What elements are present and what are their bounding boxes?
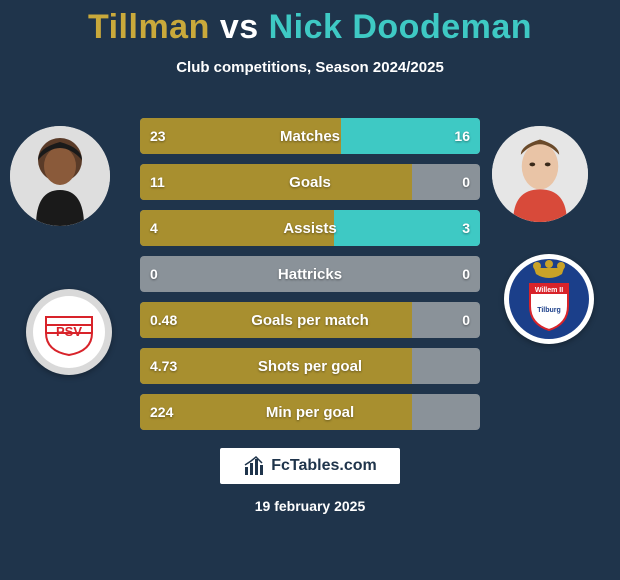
stat-row: 0.480Goals per match [140,302,480,338]
chart-icon [243,455,265,477]
footer-date: 19 february 2025 [0,498,620,514]
stats-container: 2316Matches 110Goals 43Assists 00Hattricks 0… [140,118,480,440]
title-player1: Tillman [88,8,210,46]
stat-row: 2316Matches [140,118,480,154]
player2-avatar [492,126,588,222]
stat-label: Min per goal [140,394,480,430]
stat-label: Matches [140,118,480,154]
stat-label: Assists [140,210,480,246]
brand-logo: FcTables.com [220,448,400,484]
stat-row: 43Assists [140,210,480,246]
player1-club-badge: PSV [26,289,112,375]
player1-avatar [10,126,110,226]
comparison-title: Tillman vs Nick Doodeman [0,0,620,47]
badge-right-label: Willem II [535,287,563,294]
stat-row: 4.73Shots per goal [140,348,480,384]
stat-row: 00Hattricks [140,256,480,292]
player2-club-badge: Willem II Tilburg [504,254,594,344]
badge-left-label: PSV [56,324,82,339]
stat-row: 110Goals [140,164,480,200]
subtitle: Club competitions, Season 2024/2025 [0,59,620,76]
stat-label: Goals [140,164,480,200]
svg-text:Tilburg: Tilburg [537,307,561,314]
title-player2: Nick Doodeman [269,8,532,46]
stat-label: Hattricks [140,256,480,292]
title-vs: vs [220,8,259,46]
stat-row: 224Min per goal [140,394,480,430]
stat-label: Goals per match [140,302,480,338]
stat-label: Shots per goal [140,348,480,384]
brand-text: FcTables.com [271,457,377,475]
